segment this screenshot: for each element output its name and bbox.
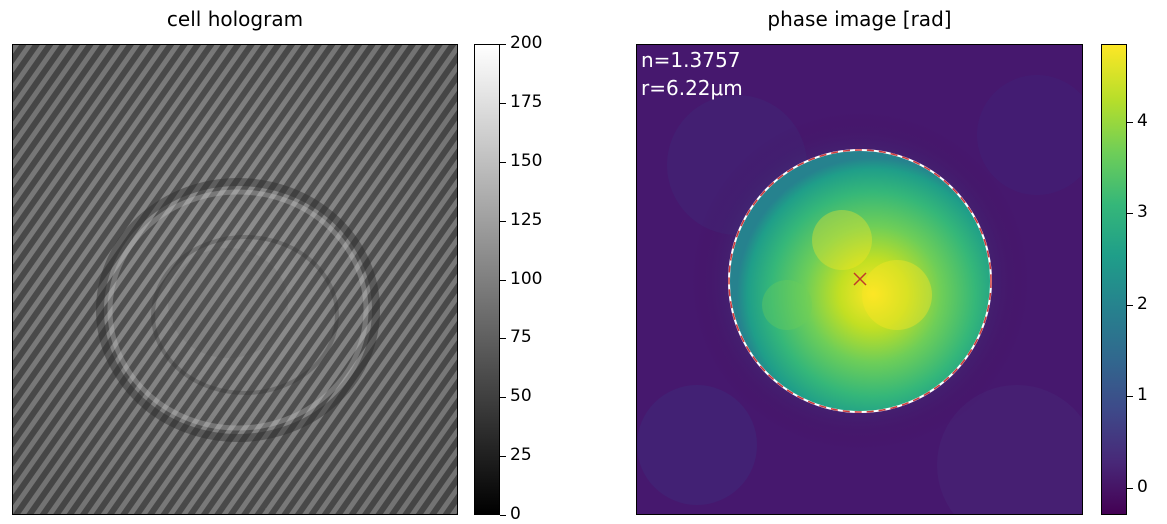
hologram-colorbar-tick-label: 50 xyxy=(510,386,532,406)
hologram-colorbar-tick-label: 100 xyxy=(510,269,543,289)
refractive-index-label: n=1.3757 xyxy=(641,48,740,72)
hologram-colorbar-tick-label: 125 xyxy=(510,210,543,230)
hologram-colorbar-tick-mark xyxy=(500,515,506,516)
hologram-title: cell hologram xyxy=(166,7,304,31)
hologram-colorbar-tick-label: 25 xyxy=(510,445,532,465)
hologram-colorbar-tick-mark xyxy=(500,456,506,457)
hologram-colorbar-tick-label: 150 xyxy=(510,151,543,171)
phase-colorbar xyxy=(1101,44,1127,515)
hologram-colorbar-tick-label: 200 xyxy=(510,33,543,53)
radius-label: r=6.22μm xyxy=(641,76,743,100)
phase-colorbar-tick-label: 1 xyxy=(1137,385,1148,405)
phase-colorbar-tick-label: 2 xyxy=(1137,294,1148,314)
hologram-colorbar-tick-mark xyxy=(500,162,506,163)
phase-image: n=1.3757 r=6.22μm xyxy=(636,44,1083,515)
phase-title: phase image [rad] xyxy=(767,7,952,31)
hologram-colorbar-tick-label: 75 xyxy=(510,327,532,347)
hologram-colorbar-tick-mark xyxy=(500,338,506,339)
hologram-image xyxy=(12,44,458,515)
phase-colorbar-tick-mark xyxy=(1127,305,1133,306)
phase-colorbar-tick-label: 0 xyxy=(1137,477,1148,497)
phase-colorbar-tick-mark xyxy=(1127,122,1133,123)
hologram-colorbar-tick-mark xyxy=(500,280,506,281)
hologram-colorbar-tick-mark xyxy=(500,397,506,398)
center-marker xyxy=(853,272,867,286)
phase-colorbar-tick-mark xyxy=(1127,396,1133,397)
hologram-colorbar-tick-label: 0 xyxy=(510,504,521,524)
phase-colorbar-tick-mark xyxy=(1127,488,1133,489)
hologram-colorbar-tick-label: 175 xyxy=(510,92,543,112)
hologram-colorbar-tick-mark xyxy=(500,44,506,45)
phase-colorbar-tick-mark xyxy=(1127,213,1133,214)
hologram-colorbar xyxy=(474,44,500,515)
hologram-colorbar-tick-mark xyxy=(500,221,506,222)
phase-colorbar-tick-label: 4 xyxy=(1137,111,1148,131)
phase-colorbar-tick-label: 3 xyxy=(1137,202,1148,222)
hologram-colorbar-tick-mark xyxy=(500,103,506,104)
